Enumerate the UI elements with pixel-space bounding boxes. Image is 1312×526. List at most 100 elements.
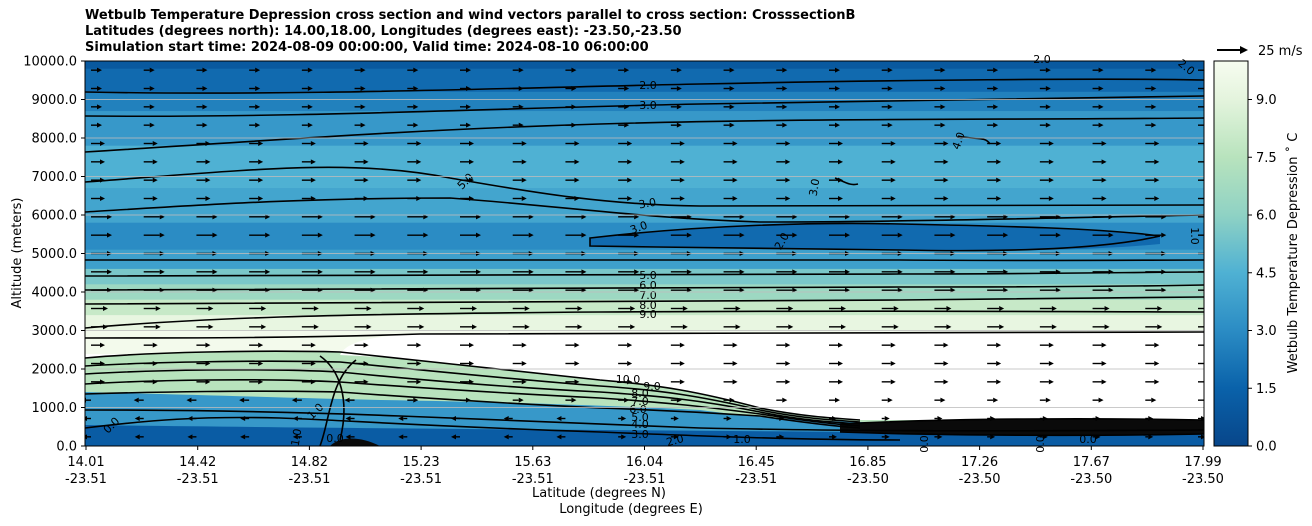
- x-tick-label-lon: -23.51: [288, 472, 330, 487]
- wind-vector-head: [307, 67, 313, 73]
- colorbar-tick-label: 7.5: [1256, 151, 1277, 166]
- y-tick-label: 4000.0: [32, 286, 78, 301]
- wind-vector: [1092, 232, 1114, 238]
- wind-vector-head: [835, 397, 840, 403]
- wind-vector-head: [729, 397, 735, 403]
- wind-vector: [249, 324, 267, 330]
- wind-vector-head: [360, 86, 366, 91]
- wind-vector: [301, 287, 323, 293]
- contour-line: [85, 390, 861, 429]
- wind-vector: [776, 342, 791, 348]
- contour-label: 2.0: [639, 79, 657, 92]
- wind-vector-head: [1048, 379, 1054, 385]
- contour-line: [85, 331, 1204, 339]
- wind-vector: [196, 379, 211, 385]
- wind-vector: [618, 104, 630, 110]
- wind-vector: [881, 379, 896, 385]
- wind-vector-head: [317, 232, 323, 238]
- wind-vector: [143, 361, 158, 366]
- title-line-2: Latitudes (degrees north): 14.00,18.00, …: [85, 24, 682, 39]
- wind-vector-head: [466, 86, 471, 91]
- contour-line: [85, 350, 861, 421]
- wind-vector: [881, 232, 903, 238]
- wind-vector: [1145, 104, 1157, 110]
- wind-vector-head: [1095, 416, 1101, 421]
- wind-vector: [249, 306, 267, 311]
- wind-vector: [723, 67, 735, 73]
- wind-vector: [460, 397, 471, 403]
- wind-vector: [1198, 216, 1204, 218]
- wind-vector: [723, 104, 735, 110]
- wind-vector-head: [363, 141, 369, 146]
- wind-vector-head: [370, 214, 376, 220]
- wind-vector-head: [451, 434, 456, 440]
- wind-vector-head: [1101, 159, 1107, 165]
- wind-vector-head: [466, 122, 471, 128]
- wind-vector: [1039, 324, 1057, 330]
- wind-vector-head: [732, 141, 738, 146]
- wind-vector-head: [679, 379, 685, 385]
- wind-vector: [565, 324, 583, 330]
- wind-vector: [723, 214, 745, 220]
- wind-vector-head: [890, 196, 896, 201]
- wind-vector: [196, 269, 218, 275]
- wind-vector: [354, 196, 369, 201]
- wind-vector-head: [838, 342, 843, 348]
- wind-vector-head: [634, 232, 640, 238]
- x-axis-label-lat: Latitude (degrees N): [532, 486, 666, 501]
- field-layer: [85, 145, 1204, 189]
- wind-vector: [1092, 269, 1114, 275]
- wind-vector: [723, 177, 738, 183]
- wind-vector: [143, 67, 155, 73]
- wind-vector: [301, 361, 316, 366]
- wind-vector: [407, 397, 419, 403]
- wind-vector: [618, 434, 627, 440]
- contour-line: [319, 359, 357, 446]
- wind-vector: [196, 141, 211, 146]
- wind-vector: [987, 287, 1009, 293]
- wind-vector-head: [472, 306, 477, 311]
- wind-vector-head: [152, 141, 158, 146]
- wind-vector-head: [1101, 361, 1107, 366]
- wind-vector: [143, 122, 155, 128]
- wind-vector: [512, 324, 530, 330]
- wind-vector: [1145, 269, 1167, 275]
- title-line-3: Simulation start time: 2024-08-09 00:00:…: [85, 40, 649, 55]
- wind-vector-head: [419, 306, 425, 311]
- wind-vector: [1039, 141, 1054, 146]
- wind-vector: [829, 342, 843, 348]
- wind-vector-head: [363, 379, 369, 385]
- wind-vector-head: [134, 416, 140, 421]
- wind-vector-head: [366, 306, 372, 311]
- wind-vector: [987, 397, 999, 403]
- contour-line: [85, 271, 1204, 277]
- wind-vector: [934, 67, 946, 73]
- wind-vector-head: [950, 214, 956, 220]
- wind-vector-head: [240, 416, 246, 421]
- wind-vector-head: [890, 177, 896, 183]
- wind-vector-head: [360, 122, 366, 128]
- wind-vector-head: [413, 122, 419, 128]
- wind-vector-head: [518, 86, 524, 91]
- wind-vector-head: [398, 434, 404, 440]
- wind-vector: [407, 141, 422, 146]
- wind-vector-head: [476, 287, 481, 293]
- wind-vector-head: [739, 269, 745, 275]
- wind-vector: [196, 214, 218, 220]
- wind-vector: [249, 122, 261, 128]
- wind-vector: [249, 86, 261, 91]
- wind-vector-head: [838, 196, 843, 201]
- wind-vector: [618, 122, 630, 128]
- wind-vector: [934, 232, 956, 238]
- wind-vector-head: [313, 306, 319, 311]
- wind-vector-head: [1207, 196, 1212, 201]
- wind-vector: [512, 67, 524, 73]
- wind-vector: [829, 86, 840, 91]
- wind-vector: [618, 214, 640, 220]
- wind-vector: [1039, 397, 1051, 403]
- contour-label: 1.0: [733, 433, 751, 446]
- wind-vector-head: [782, 122, 788, 128]
- wind-vector-head: [574, 159, 580, 165]
- wind-vector-head: [682, 306, 688, 311]
- wind-vector-head: [792, 232, 798, 238]
